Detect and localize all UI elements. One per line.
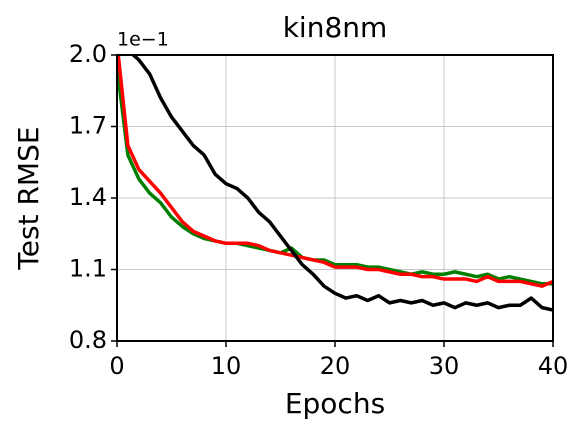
y-tick-label: 0.8 xyxy=(69,326,107,354)
series-line xyxy=(130,55,553,312)
y-axis-label: Test RMSE xyxy=(12,126,45,270)
y-offset-text: 1e−1 xyxy=(117,29,169,51)
x-axis-label: Epochs xyxy=(285,387,385,420)
x-tick-label: 0 xyxy=(109,352,124,380)
x-tick-label: 40 xyxy=(538,352,569,380)
grid xyxy=(116,54,554,342)
x-tick-label: 20 xyxy=(320,352,351,380)
y-tick-label: 1.4 xyxy=(69,183,107,211)
y-tick-label: 1.1 xyxy=(69,255,107,283)
x-tick-label: 30 xyxy=(429,352,460,380)
series-line xyxy=(117,66,553,286)
y-tick-label: 2.0 xyxy=(69,40,107,68)
plot-area xyxy=(117,55,553,312)
chart-title: kin8nm xyxy=(283,11,388,44)
x-tick-label: 10 xyxy=(211,352,242,380)
y-tick-label: 1.7 xyxy=(69,112,107,140)
series-line xyxy=(117,55,553,288)
